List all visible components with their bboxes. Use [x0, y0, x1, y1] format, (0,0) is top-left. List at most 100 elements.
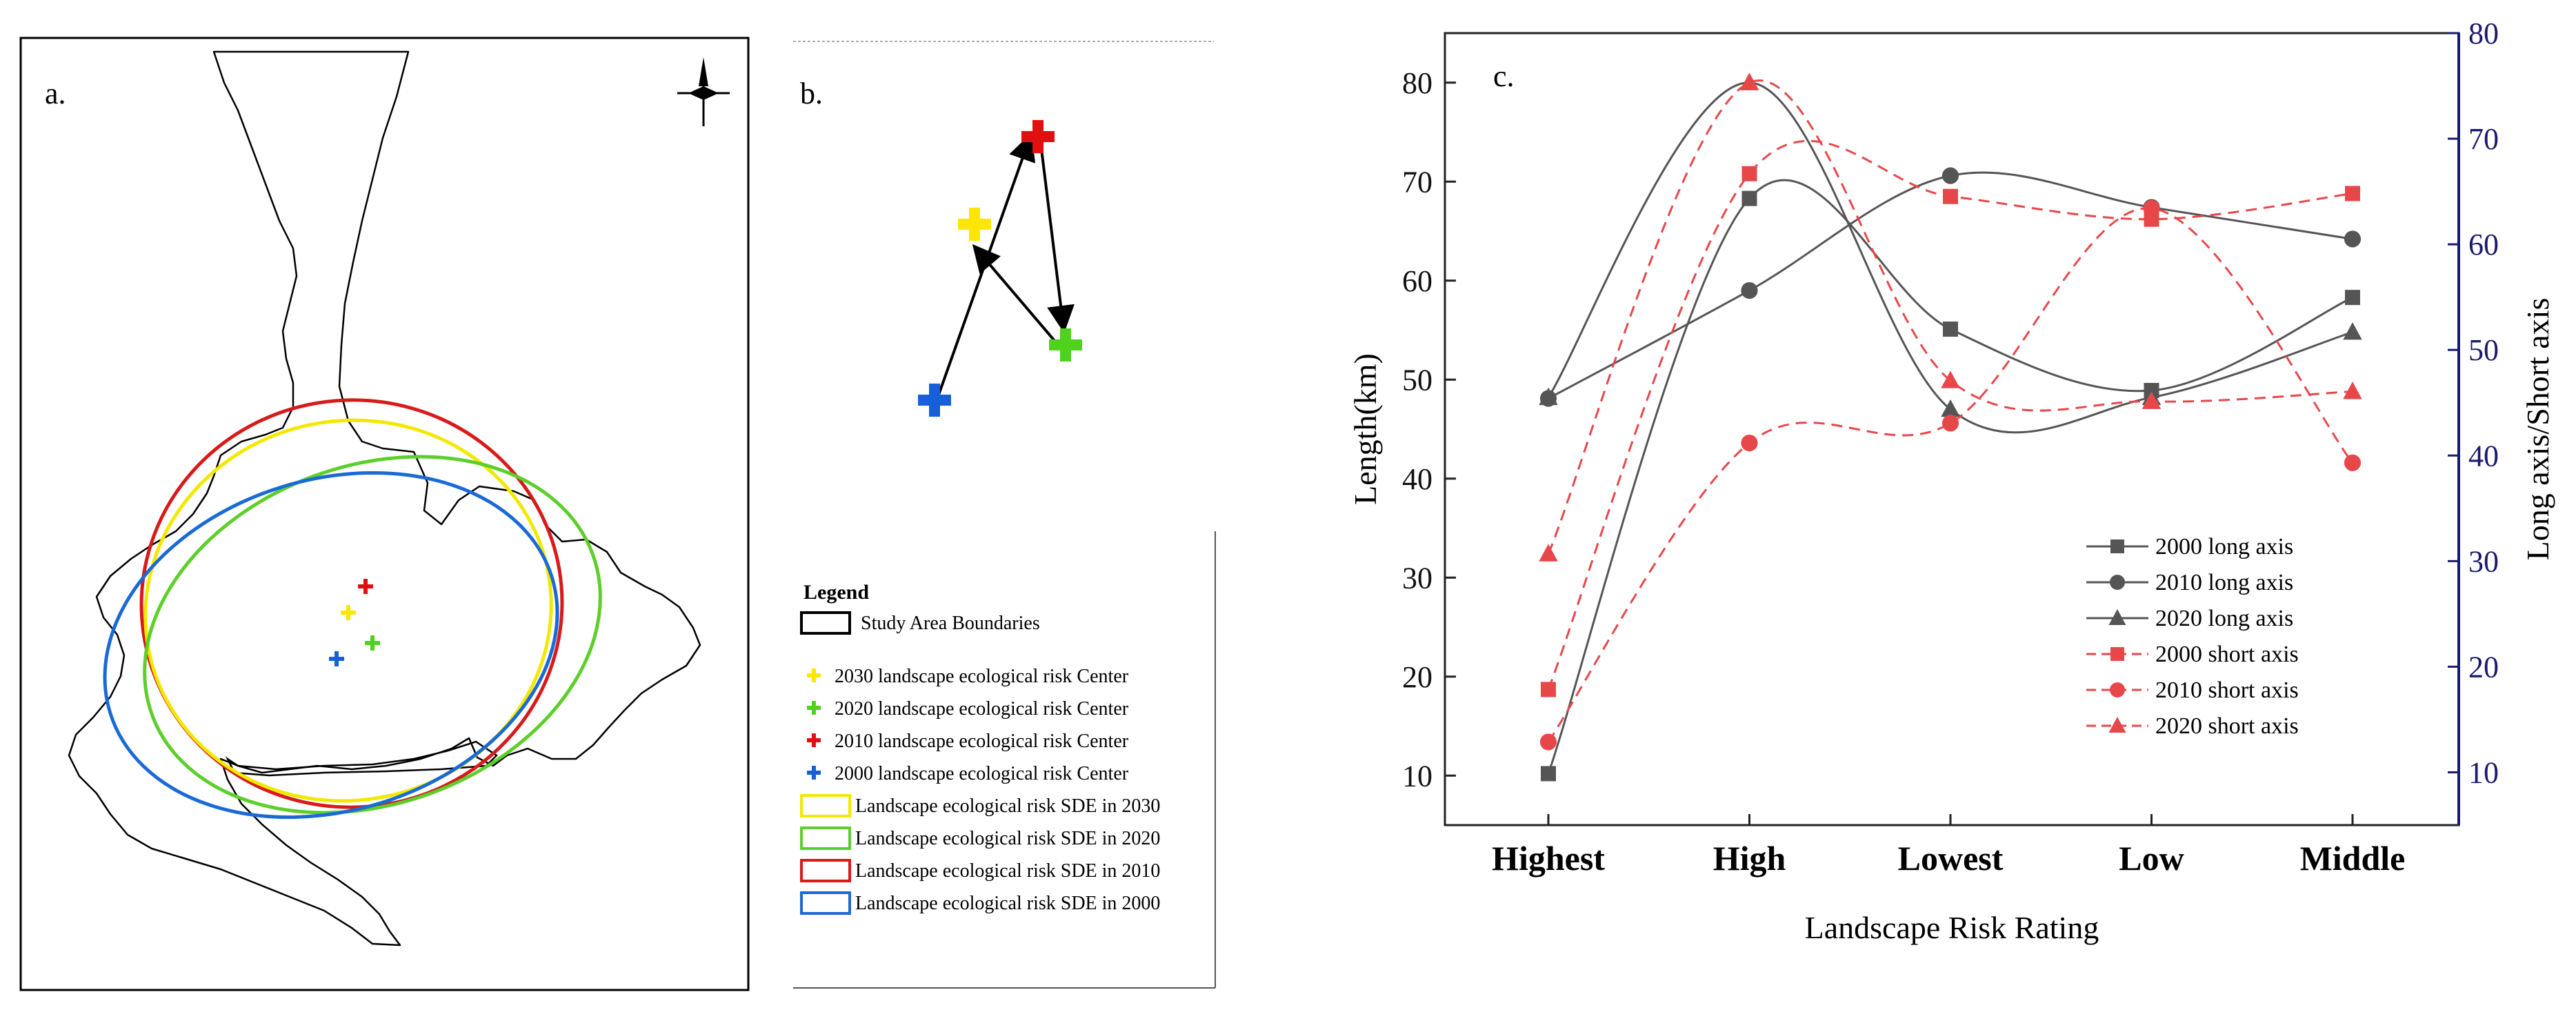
y-tick-label: 20: [1402, 660, 1432, 694]
data-point: [1741, 166, 1757, 181]
y-tick-label: 70: [1402, 165, 1432, 199]
panel-a-map: a.: [19, 37, 750, 991]
y-tick-label: 80: [1402, 66, 1432, 100]
chart-legend-label: 2000 short axis: [2155, 642, 2299, 667]
legend-label: 2000 landscape ecological risk Center: [835, 763, 1129, 784]
legend-marker: [2108, 717, 2126, 733]
chart-legend-item: 2010 short axis: [2086, 677, 2299, 703]
legend-item: 2030 landscape ecological risk Center: [807, 666, 1129, 687]
legend-marker: [2108, 609, 2126, 625]
data-point: [1741, 190, 1757, 206]
x-tick-label: High: [1713, 839, 1786, 878]
series-line: [1547, 207, 2354, 743]
data-point: [1541, 682, 1556, 697]
map-legend: Study Area Boundaries 2030 landscape ecol…: [800, 611, 1160, 915]
x-tick-label: Highest: [1492, 839, 1605, 878]
center-2020-icon: [365, 635, 380, 651]
series-2020-short-axis: [1539, 72, 2362, 562]
panel-a-frame: [19, 37, 750, 991]
y2-tick-label: 80: [2468, 17, 2499, 50]
series-2010-long-axis: [1539, 167, 2362, 407]
chart-legend-item: 2020 long axis: [2086, 606, 2293, 631]
series-2000-long-axis: [1541, 179, 2360, 782]
legend-cross-icon: [807, 701, 821, 715]
y2-tick-label: 10: [2468, 755, 2499, 789]
chart-legend-label: 2000 long axis: [2155, 534, 2293, 560]
legend-cross-icon: [807, 766, 821, 780]
legend-item: Landscape ecological risk SDE in 2010: [800, 859, 1160, 882]
y2-tick-label: 40: [2468, 439, 2499, 473]
migration-arrow-2010-2020: [1039, 137, 1075, 333]
legend-marker: [2110, 575, 2125, 590]
data-point: [1943, 188, 1958, 204]
panel-c-chart: c. 10 20 30 40 50 60 70 80 10 20 30 40 50 60 70 80 Hig…: [1348, 17, 2555, 945]
center-2030-icon: [341, 605, 356, 620]
x-tick-label: Lowest: [1898, 839, 2004, 878]
center-2000-icon: [329, 651, 344, 666]
legend-label: 2030 landscape ecological risk Center: [835, 666, 1129, 687]
y2-tick-label: 20: [2468, 650, 2499, 684]
data-point: [1941, 370, 1960, 388]
legend-item: Landscape ecological risk SDE in 2020: [800, 826, 1160, 850]
data-point: [2344, 454, 2362, 471]
legend-item: 2000 landscape ecological risk Center: [807, 763, 1129, 784]
legend-label: 2010 landscape ecological risk Center: [835, 731, 1129, 752]
chart-legend-label: 2020 long axis: [2155, 606, 2293, 631]
data-point: [1943, 321, 1958, 337]
legend-marker: [2110, 539, 2124, 553]
data-point: [2141, 391, 2161, 409]
legend-title: Legend: [803, 581, 869, 604]
data-point: [1539, 387, 1558, 406]
data-point: [1941, 167, 1959, 184]
sde-ellipse-2020: [143, 455, 602, 815]
chart-legend-item: 2020 short axis: [2086, 713, 2299, 739]
y-axis-right: 10 20 30 40 50 60 70 80: [2448, 17, 2499, 825]
y-tick-label: 60: [1402, 264, 1432, 298]
series-line: [1547, 179, 2353, 774]
data-point: [1739, 72, 1759, 90]
y2-tick-label: 50: [2468, 333, 2499, 367]
series-layer: [1539, 72, 2362, 782]
y-axis-label: Length(km): [1348, 353, 1383, 505]
panel-b-migration: b. Legend Study Area Boundaries 2030 land…: [793, 41, 1216, 989]
y-tick-label: 40: [1402, 462, 1432, 496]
series-2000-short-axis: [1541, 139, 2360, 697]
chart-legend: 2000 long axis 2010 long axis 2020 long ax…: [2086, 534, 2299, 739]
data-point: [1941, 415, 1959, 432]
data-point: [1741, 434, 1758, 452]
x-tick-label: Middle: [2300, 839, 2406, 878]
y2-tick-label: 60: [2468, 228, 2499, 261]
x-tick-label: Low: [2119, 839, 2184, 878]
data-point: [1539, 733, 1557, 751]
y-tick-label: 10: [1402, 759, 1432, 793]
y2-axis-label: Long axis/Short axis: [2520, 298, 2555, 561]
legend-cross-icon: [807, 733, 821, 747]
legend-swatch: [800, 891, 851, 915]
b-center-2010-icon: [1021, 120, 1055, 153]
legend-label: Landscape ecological risk SDE in 2030: [855, 795, 1160, 817]
legend-swatch: [800, 611, 851, 635]
panel-a-label: a.: [45, 77, 66, 110]
chart-legend-label: 2010 short axis: [2155, 677, 2299, 703]
legend-marker: [2110, 682, 2125, 697]
y-tick-label: 30: [1402, 561, 1432, 595]
data-point: [2345, 290, 2360, 306]
data-point: [1541, 766, 1556, 782]
x-axis: Highest High Lowest Low Middle: [1492, 814, 2405, 878]
panel-c-label: c.: [1493, 59, 1515, 93]
b-center-2000-icon: [918, 384, 951, 417]
legend-swatch: [800, 859, 851, 882]
series-line: [1547, 81, 2353, 434]
series-line: [1547, 79, 2353, 555]
data-point: [2345, 186, 2360, 201]
north-arrow-icon: [677, 57, 730, 126]
legend-item: 2010 landscape ecological risk Center: [807, 731, 1129, 752]
sde-ellipse-2000: [103, 471, 559, 820]
series-2010-short-axis: [1539, 199, 2362, 751]
legend-item: Landscape ecological risk SDE in 2030: [800, 794, 1160, 818]
legend-swatch: [800, 794, 851, 818]
center-2010-icon: [358, 579, 373, 594]
y2-tick-label: 30: [2468, 544, 2499, 578]
study-area-boundary: [68, 50, 701, 947]
